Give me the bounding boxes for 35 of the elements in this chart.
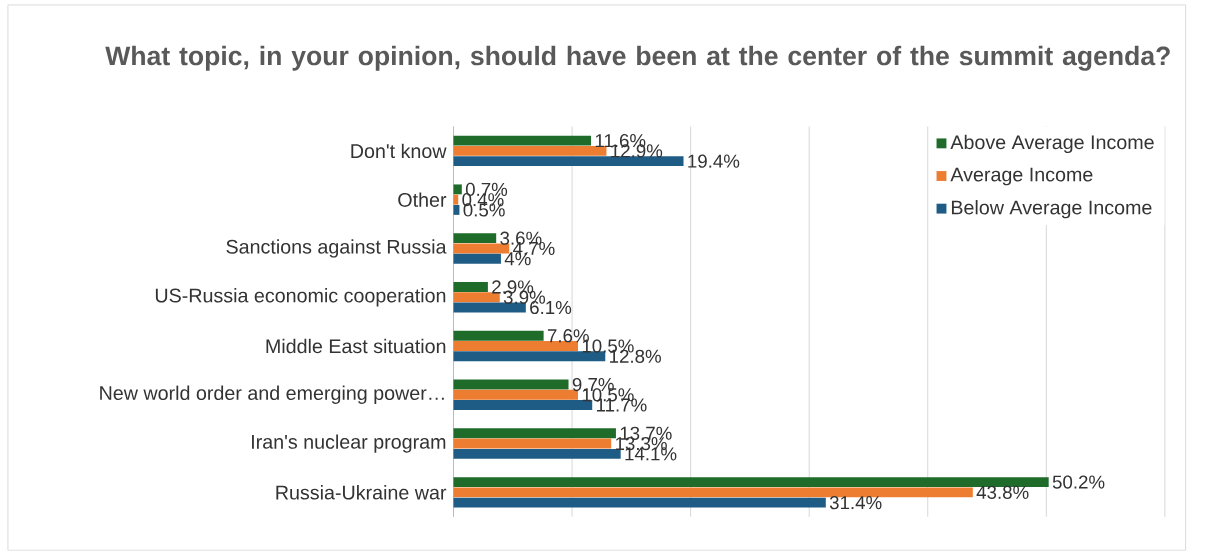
bar (453, 438, 612, 449)
data-label: 50.2% (1052, 475, 1105, 489)
chart-title: What topic, in your opinion, should have been at the center of the summit agenda? (105, 45, 1170, 71)
y-tick-label: US-Russia economic cooperation (155, 288, 446, 307)
bar (453, 330, 544, 341)
y-tick-label: Iran's nuclear program (252, 434, 446, 453)
y-tick-label: Middle East situation (266, 338, 446, 354)
data-label: 31.4% (829, 496, 882, 510)
bar (453, 379, 569, 390)
bar (453, 497, 826, 508)
y-tick-label: Don't know (351, 143, 447, 159)
y-tick-label: Russia-Ukraine war (276, 485, 447, 500)
bar (453, 341, 578, 352)
data-label: 43.8% (976, 485, 1029, 500)
bar (453, 135, 592, 146)
legend-label: Above Average Income (950, 134, 1154, 154)
y-tick-label: Sanctions against Russia (226, 239, 447, 258)
bar (453, 428, 616, 439)
legend-label: Average Income (950, 167, 1093, 186)
bar (453, 282, 488, 293)
data-label: 19.4% (688, 154, 740, 168)
bar (453, 184, 462, 195)
y-tick-label: Other (398, 192, 447, 208)
bar (453, 292, 500, 303)
bar (453, 146, 607, 156)
legend-label: Below Average Income (951, 200, 1152, 219)
bar (453, 487, 973, 498)
bar (453, 253, 501, 264)
bar (453, 400, 593, 411)
bar (453, 243, 510, 254)
bar (453, 351, 606, 362)
bar (453, 449, 621, 459)
bar (453, 156, 684, 167)
y-tick-label: New world order and emerging power… (100, 385, 444, 405)
bar (453, 233, 497, 244)
